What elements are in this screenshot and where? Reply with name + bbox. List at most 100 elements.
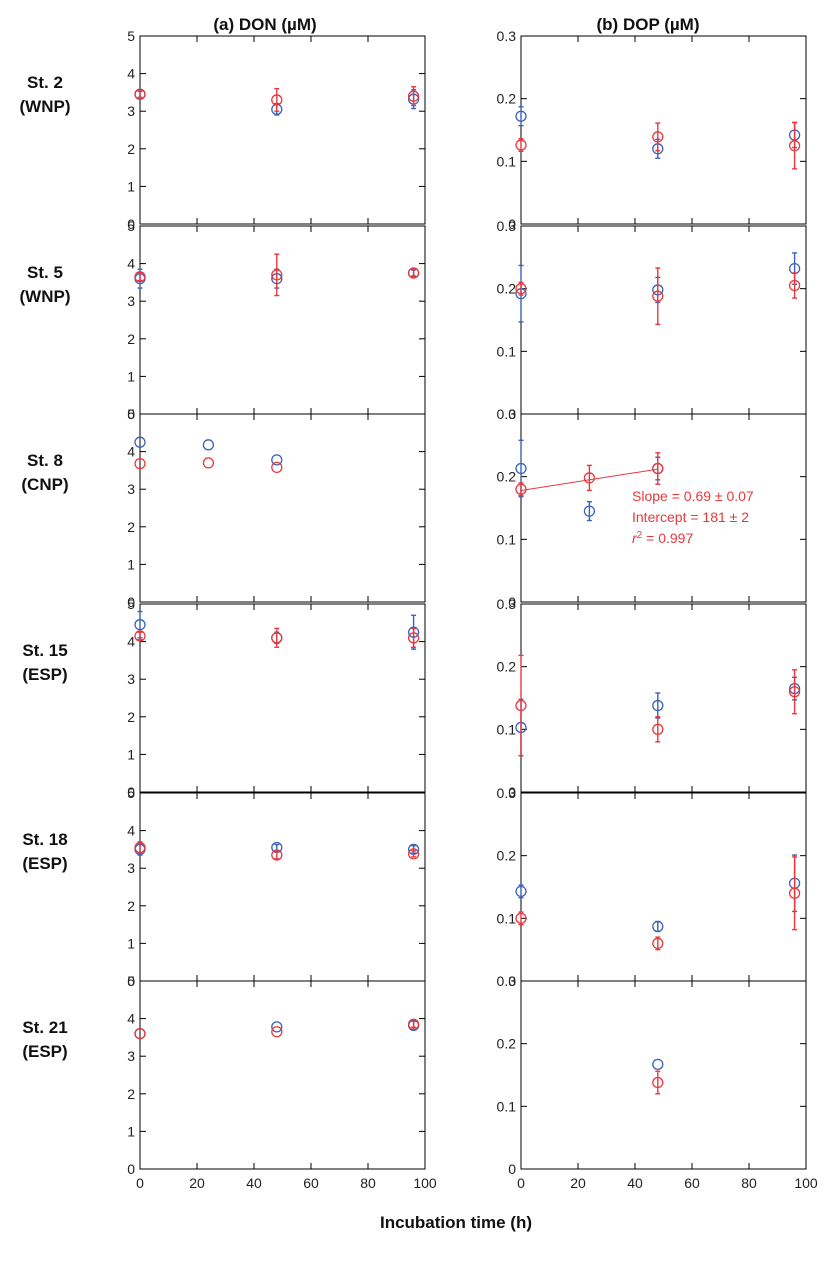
data-point-red <box>652 1076 664 1089</box>
y-tick-label: 2 <box>127 141 135 157</box>
data-point-blue <box>652 1058 664 1070</box>
data-point-red <box>271 632 283 644</box>
panel-don-4: St. 15 (ESP) 0 1 2 3 4 5 <box>22 596 426 800</box>
plot-frame <box>520 225 807 415</box>
column-title-dop: (b) DOP (µM) <box>597 15 700 34</box>
panel-don-1: St. 2 (WNP) 0 1 2 3 4 5 <box>20 28 426 232</box>
data-point-red <box>271 461 283 474</box>
x-axis-label: Incubation time (h) <box>380 1213 532 1232</box>
x-tick-label: 40 <box>246 1175 262 1191</box>
fit-annotation: Slope = 0.69 ± 0.07 <box>632 488 754 504</box>
plot-frame <box>139 792 426 982</box>
y-tick-label: 1 <box>127 746 135 762</box>
row-label: (ESP) <box>22 1042 67 1061</box>
y-tick-label: 0 <box>127 973 135 989</box>
plot-frame <box>139 35 426 225</box>
row-label: (WNP) <box>20 287 71 306</box>
data-point-red <box>652 723 664 735</box>
x-tick-label: 0 <box>517 1175 525 1191</box>
y-tick-label: 4 <box>127 256 135 272</box>
data-point-red <box>407 90 420 102</box>
row-label: St. 15 <box>22 641 67 660</box>
data-point-blue <box>515 462 527 475</box>
data-point-red <box>271 269 283 281</box>
panel-dop-3: 0 0.1 0.2 0.3 Slope = 0.69 ± 0.07 Intercept =… <box>497 406 807 610</box>
plot-frame <box>520 35 807 225</box>
fit-annotation: Intercept = 181 ± 2 <box>632 509 749 525</box>
y-tick-label: 0.1 <box>497 910 517 926</box>
y-tick-label: 0 <box>508 973 516 989</box>
y-tick-label: 1 <box>127 178 135 194</box>
x-tick-label: 80 <box>741 1175 757 1191</box>
x-tick-label: 100 <box>794 1175 818 1191</box>
plot-frame <box>520 413 807 603</box>
y-tick-label: 0.3 <box>497 785 517 801</box>
plot-frame <box>520 980 807 1170</box>
data-point-red <box>652 290 664 302</box>
plot-frame <box>139 225 426 415</box>
y-tick-label: 0.2 <box>497 91 517 107</box>
y-tick-label: 0.1 <box>497 343 517 359</box>
row-label: St. 18 <box>22 830 67 849</box>
data-point-blue <box>134 619 146 631</box>
row-label: (WNP) <box>20 97 71 116</box>
y-tick-label: 2 <box>127 331 135 347</box>
y-tick-label: 0 <box>508 784 516 800</box>
data-point-red <box>788 140 801 152</box>
y-tick-label: 0 <box>127 406 135 422</box>
data-point-red <box>583 472 596 484</box>
y-tick-label: 0.3 <box>497 596 517 612</box>
y-tick-label: 0 <box>508 216 516 232</box>
data-point-red <box>788 279 801 292</box>
y-tick-label: 4 <box>127 1011 135 1027</box>
row-label: (CNP) <box>21 475 68 494</box>
data-point-red <box>652 131 664 143</box>
y-tick-label: 0.3 <box>497 406 517 422</box>
y-tick-label: 2 <box>127 898 135 914</box>
panel-don-2: St. 5 (WNP) 0 1 2 3 4 5 <box>20 218 426 422</box>
row-label: (ESP) <box>22 665 67 684</box>
data-point-red <box>788 686 801 698</box>
y-tick-label: 5 <box>127 406 135 422</box>
data-point-blue <box>515 885 527 898</box>
data-point-red <box>515 699 527 712</box>
data-point-red <box>515 283 527 295</box>
y-tick-label: 1 <box>127 368 135 384</box>
data-point-red <box>134 271 146 283</box>
row-label: St. 21 <box>22 1018 67 1037</box>
data-point-red <box>271 94 283 106</box>
data-point-blue <box>652 920 664 933</box>
row-label: St. 5 <box>27 263 63 282</box>
y-tick-label: 1 <box>127 556 135 572</box>
y-tick-label: 0 <box>508 406 516 422</box>
data-point-red <box>134 630 146 642</box>
y-tick-label: 0.2 <box>497 848 517 864</box>
row-label: St. 8 <box>27 451 63 470</box>
plot-frame <box>520 792 807 982</box>
data-point-red <box>134 457 146 470</box>
y-tick-label: 0.2 <box>497 1036 517 1052</box>
y-tick-label: 0.3 <box>497 218 517 234</box>
data-point-blue <box>134 436 146 448</box>
plot-frame <box>139 980 426 1170</box>
row-label: St. 2 <box>27 73 63 92</box>
y-tick-label: 4 <box>127 823 135 839</box>
x-tick-label: 20 <box>570 1175 586 1191</box>
data-point-red <box>515 912 527 924</box>
y-tick-label: 4 <box>127 634 135 650</box>
y-tick-label: 0.1 <box>497 721 517 737</box>
data-point-red <box>134 841 146 854</box>
y-tick-label: 5 <box>127 596 135 612</box>
panel-dop-5: 0 0.1 0.2 0.3 <box>497 785 807 989</box>
data-point-blue <box>583 505 596 517</box>
panel-dop-2: 0 0.1 0.2 0.3 <box>497 218 807 422</box>
plot-frame <box>520 603 807 793</box>
y-tick-label: 0.1 <box>497 531 517 547</box>
y-tick-label: 0 <box>127 594 135 610</box>
plot-frame <box>139 603 426 793</box>
y-tick-label: 4 <box>127 444 135 460</box>
data-point-red <box>407 848 420 860</box>
